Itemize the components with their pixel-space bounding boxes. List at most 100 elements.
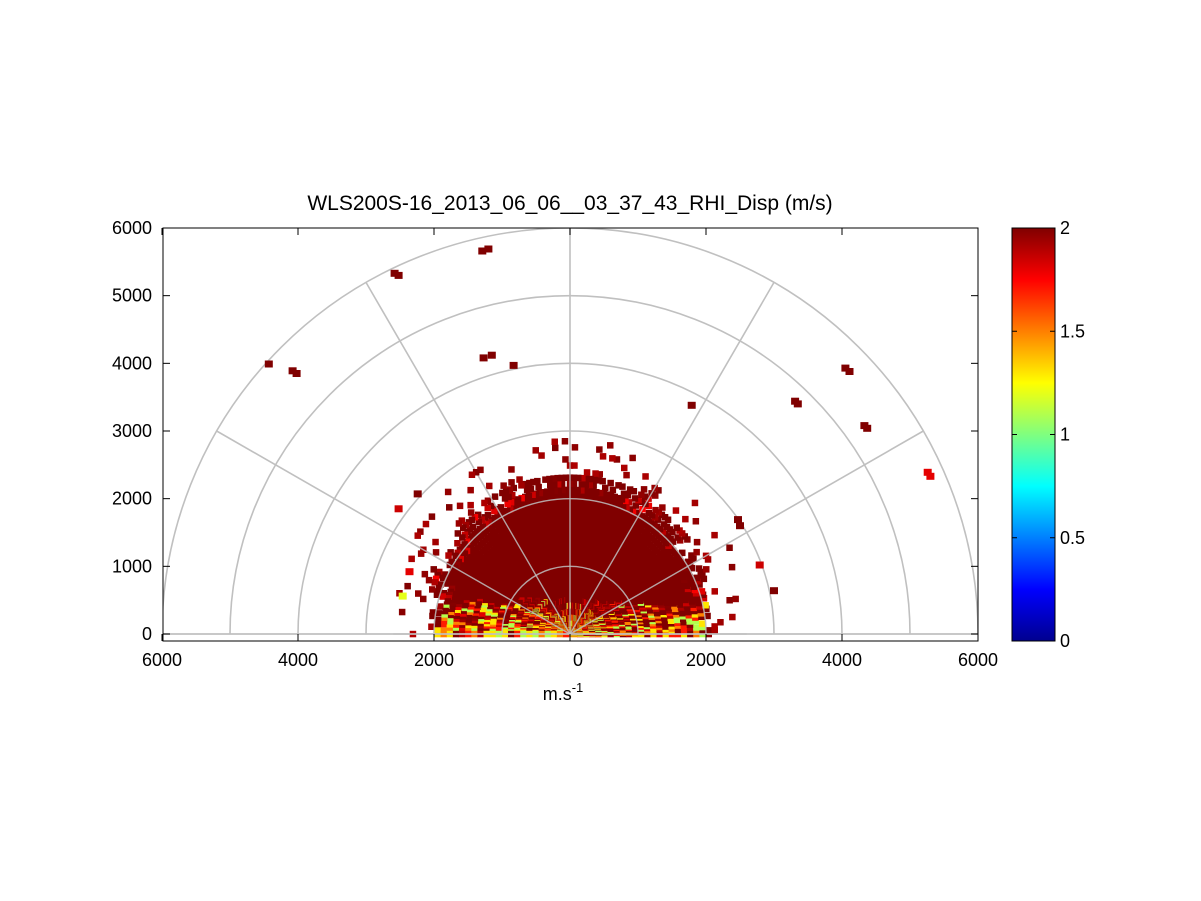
data-cell bbox=[417, 550, 425, 557]
data-cell bbox=[499, 489, 506, 497]
data-cell bbox=[570, 492, 577, 500]
data-cell bbox=[398, 592, 407, 600]
data-cell bbox=[440, 574, 447, 582]
data-cell bbox=[538, 452, 545, 459]
data-cell bbox=[549, 499, 556, 507]
data-cell bbox=[592, 470, 599, 477]
data-cell bbox=[550, 475, 557, 482]
data-cell bbox=[585, 487, 593, 495]
data-cell bbox=[502, 488, 510, 495]
data-cell bbox=[696, 581, 703, 588]
data-cell bbox=[734, 516, 742, 524]
data-cell bbox=[697, 568, 704, 576]
data-cell bbox=[574, 492, 581, 500]
data-cell bbox=[551, 487, 559, 494]
data-cell bbox=[923, 468, 932, 476]
data-cell bbox=[446, 504, 453, 511]
data-cell bbox=[529, 504, 536, 511]
colorbar-tick-label: 2 bbox=[1060, 218, 1070, 238]
data-cell bbox=[660, 521, 668, 528]
data-cell bbox=[623, 504, 630, 512]
data-cell bbox=[618, 496, 626, 503]
data-cell bbox=[699, 591, 707, 598]
data-cell bbox=[577, 493, 585, 500]
data-cell bbox=[421, 570, 429, 578]
data-cell bbox=[435, 610, 443, 617]
data-cell bbox=[693, 593, 701, 600]
data-cell bbox=[522, 493, 529, 501]
data-cell bbox=[439, 593, 447, 600]
data-cell bbox=[558, 474, 565, 482]
data-cell bbox=[704, 556, 712, 563]
data-cell bbox=[434, 588, 442, 595]
data-cell bbox=[545, 494, 552, 501]
data-cell bbox=[571, 462, 578, 469]
data-cell bbox=[595, 477, 602, 484]
data-cell bbox=[555, 487, 562, 494]
data-cell bbox=[455, 520, 463, 527]
data-cell bbox=[616, 501, 623, 509]
data-cell bbox=[432, 575, 440, 583]
data-cell bbox=[638, 498, 646, 506]
data-cell bbox=[578, 487, 585, 494]
data-cell bbox=[622, 497, 629, 505]
data-cell bbox=[641, 493, 649, 500]
y-tick-label: 3000 bbox=[112, 421, 152, 441]
data-cell bbox=[672, 507, 680, 514]
data-cell bbox=[444, 580, 451, 587]
data-cell bbox=[518, 482, 525, 489]
data-cell bbox=[440, 627, 447, 634]
data-cell bbox=[516, 476, 523, 483]
data-cell bbox=[552, 499, 560, 506]
data-cell bbox=[582, 481, 589, 488]
data-cell bbox=[504, 500, 511, 508]
data-cell bbox=[614, 507, 621, 515]
data-cell bbox=[694, 577, 702, 585]
data-cell bbox=[509, 492, 516, 499]
data-cell bbox=[518, 494, 525, 502]
data-cell bbox=[570, 498, 577, 506]
data-cell bbox=[420, 595, 427, 603]
data-cell bbox=[440, 590, 448, 597]
data-cell bbox=[436, 584, 443, 592]
data-cell bbox=[532, 447, 539, 454]
data-cell bbox=[591, 476, 598, 483]
data-cell bbox=[441, 617, 448, 625]
data-cell bbox=[635, 496, 642, 504]
data-cell bbox=[467, 509, 475, 516]
data-cell bbox=[560, 505, 567, 512]
data-cell bbox=[693, 574, 700, 582]
data-cell bbox=[693, 538, 701, 546]
data-cell bbox=[863, 424, 872, 432]
data-cell bbox=[584, 499, 591, 507]
data-cell bbox=[688, 552, 695, 559]
data-cell bbox=[467, 501, 474, 509]
x-tick-label: 4000 bbox=[278, 650, 318, 670]
data-cell bbox=[729, 613, 736, 621]
data-cell bbox=[546, 475, 553, 483]
x-tick-label: 2000 bbox=[686, 650, 726, 670]
data-cell bbox=[432, 549, 440, 556]
y-axis: 0 1000 2000 3000 4000 5000 6000 bbox=[112, 218, 978, 644]
data-cell bbox=[478, 247, 487, 255]
data-cell bbox=[414, 532, 421, 539]
data-cell bbox=[434, 627, 441, 634]
polar-spoke bbox=[569, 481, 660, 635]
data-cell bbox=[552, 444, 559, 452]
data-cell bbox=[484, 245, 493, 253]
data-cell bbox=[584, 493, 592, 501]
data-cell bbox=[613, 456, 621, 463]
data-cell bbox=[607, 505, 615, 512]
data-cell bbox=[602, 497, 610, 504]
data-cell bbox=[652, 492, 659, 499]
data-cell bbox=[692, 518, 700, 525]
data-cell bbox=[536, 489, 544, 497]
data-cell bbox=[552, 493, 559, 500]
plot-area: 6000 4000 2000 0 2000 4000 6000 0 1000 2000 3000 4… bbox=[112, 218, 998, 670]
polar-spoke bbox=[480, 481, 571, 635]
data-cell bbox=[583, 469, 591, 476]
data-cell bbox=[558, 480, 566, 488]
data-cell bbox=[601, 503, 608, 510]
data-cell bbox=[441, 571, 448, 578]
data-cell bbox=[539, 501, 546, 509]
